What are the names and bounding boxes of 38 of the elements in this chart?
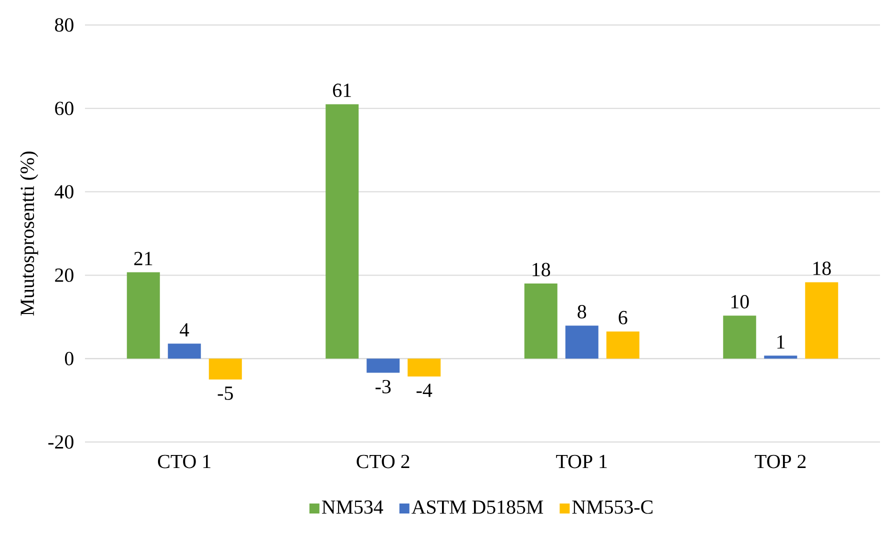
data-label: 18 bbox=[532, 262, 550, 276]
data-label: 61 bbox=[333, 84, 351, 98]
x-tick-label: TOP 2 bbox=[754, 454, 806, 468]
y-axis-title: Muutosprosentti (%) bbox=[20, 152, 38, 316]
legend-label: NM553-C bbox=[572, 500, 652, 514]
bar bbox=[366, 358, 400, 373]
legend-label: ASTM D5185M bbox=[412, 500, 544, 514]
x-tick-label: TOP 1 bbox=[556, 454, 607, 468]
legend-label: NM534 bbox=[322, 500, 384, 514]
x-tick-label: CTO 2 bbox=[356, 454, 410, 468]
y-tick-label: 60 bbox=[55, 102, 74, 116]
y-tick-label: -20 bbox=[48, 435, 74, 449]
x-tick-label: CTO 1 bbox=[158, 454, 210, 468]
bar bbox=[565, 326, 598, 359]
bar bbox=[126, 272, 160, 359]
data-label: 4 bbox=[180, 323, 190, 336]
data-label: 10 bbox=[731, 295, 749, 308]
y-tick-label: 80 bbox=[55, 18, 74, 32]
y-tick-label: 0 bbox=[64, 352, 74, 366]
data-label: 18 bbox=[813, 262, 831, 276]
data-label: 21 bbox=[134, 252, 152, 266]
bar bbox=[805, 282, 838, 359]
bar bbox=[326, 104, 359, 359]
data-label: 8 bbox=[578, 305, 586, 318]
data-label: -4 bbox=[416, 384, 432, 397]
data-label: 1 bbox=[777, 335, 784, 348]
bar bbox=[764, 356, 798, 359]
bar bbox=[208, 358, 242, 380]
bar bbox=[168, 344, 201, 359]
bar bbox=[408, 358, 441, 377]
bar bbox=[524, 284, 558, 359]
y-tick-label: 20 bbox=[55, 268, 74, 282]
bar bbox=[723, 316, 756, 359]
y-tick-label: 40 bbox=[54, 185, 74, 199]
data-label: 6 bbox=[618, 310, 628, 324]
data-label: -3 bbox=[376, 380, 391, 394]
data-label: -5 bbox=[218, 386, 233, 400]
bar bbox=[606, 331, 640, 359]
